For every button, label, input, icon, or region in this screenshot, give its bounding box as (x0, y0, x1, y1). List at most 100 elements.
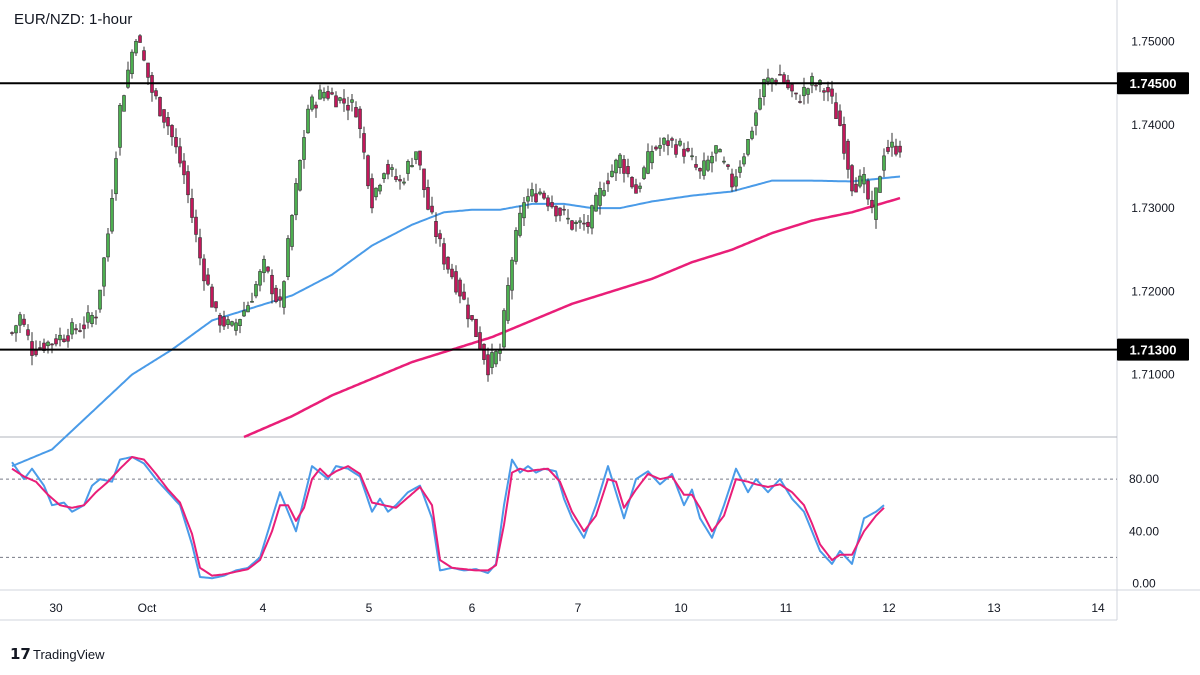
candle (626, 158, 630, 178)
candle-body (590, 205, 594, 229)
candle-body (406, 161, 410, 174)
candle-body (734, 176, 738, 187)
candle-body (142, 50, 146, 61)
moving-averages (11, 175, 901, 468)
candle (610, 164, 614, 178)
candle-body (642, 167, 646, 179)
candle (386, 159, 390, 180)
candle (274, 284, 278, 304)
time-tick-label: 13 (987, 601, 1001, 615)
candle-body (170, 125, 174, 138)
candle (834, 92, 838, 119)
candle-body (778, 73, 782, 76)
candle (334, 91, 338, 108)
candle (838, 104, 842, 127)
price-tick-label: 1.73000 (1131, 201, 1175, 215)
candle-body (774, 79, 778, 83)
candle (870, 190, 874, 214)
candle-body (650, 151, 654, 164)
candle (34, 340, 38, 357)
candle (534, 183, 538, 204)
candle (350, 94, 354, 112)
candle-body (782, 74, 786, 83)
time-tick-label: 5 (366, 601, 373, 615)
candle (194, 209, 198, 243)
candle (674, 138, 678, 158)
candle (510, 256, 514, 300)
candle (278, 288, 282, 308)
candle-body (430, 205, 434, 213)
candle-body (42, 342, 46, 351)
candle (158, 96, 162, 117)
candle-body (522, 202, 526, 219)
candle (26, 324, 30, 341)
candle-body (578, 220, 582, 223)
candle (738, 160, 742, 178)
candle-body (186, 171, 190, 196)
candle-body (138, 35, 142, 43)
candle (302, 129, 306, 169)
candle-body (294, 183, 298, 216)
candle-body (238, 319, 242, 326)
candle-body (434, 221, 438, 238)
candle-body (538, 191, 542, 195)
candle-body (610, 170, 614, 177)
candle-body (794, 92, 798, 95)
candle (82, 316, 86, 339)
candle-body (698, 168, 702, 172)
candle-body (474, 318, 478, 338)
candle (802, 77, 806, 105)
candle (366, 154, 370, 190)
candle-body (162, 109, 166, 123)
candle-body (550, 202, 554, 208)
candle (602, 182, 606, 197)
candle (410, 157, 414, 168)
candle (570, 220, 574, 231)
candle-body (262, 258, 266, 274)
candle (590, 204, 594, 235)
chart-title: EUR/NZD: 1-hour (14, 11, 132, 28)
candle-body (518, 212, 522, 236)
candle-body (630, 177, 634, 188)
candle (290, 214, 294, 251)
candle-body (506, 285, 510, 321)
candle-body (530, 189, 534, 197)
candle (486, 347, 490, 382)
candle-body (114, 158, 118, 195)
candle-body (710, 155, 714, 164)
candle (646, 143, 650, 175)
candle (18, 311, 22, 334)
candle-body (322, 91, 326, 99)
candle-body (74, 328, 78, 331)
time-tick-label: 14 (1091, 601, 1105, 615)
candle-body (90, 315, 94, 324)
candle (650, 145, 654, 170)
time-tick-label: 4 (260, 601, 267, 615)
candle (234, 318, 238, 336)
candle-body (46, 341, 50, 347)
candle-body (242, 310, 246, 317)
candle (46, 340, 50, 354)
candle-body (178, 146, 182, 164)
candle-body (446, 256, 450, 270)
candle-body (466, 304, 470, 320)
candle (126, 61, 130, 89)
candle-body (846, 140, 850, 170)
candle-body (94, 316, 98, 319)
candle-body (494, 351, 498, 365)
candle (710, 151, 714, 173)
candle-body (378, 184, 382, 192)
candle (434, 212, 438, 244)
candle-body (502, 310, 506, 348)
candle (790, 83, 794, 98)
candle (378, 183, 382, 195)
candle-body (298, 159, 302, 191)
candle (270, 269, 274, 304)
candle (454, 265, 458, 295)
candle (318, 84, 322, 100)
price-axis: 1.75000 1.74000 1.73000 1.72000 1.71000 80.00… (1129, 35, 1175, 591)
candle-body (686, 147, 690, 152)
candle-body (614, 159, 618, 174)
candle (554, 205, 558, 222)
